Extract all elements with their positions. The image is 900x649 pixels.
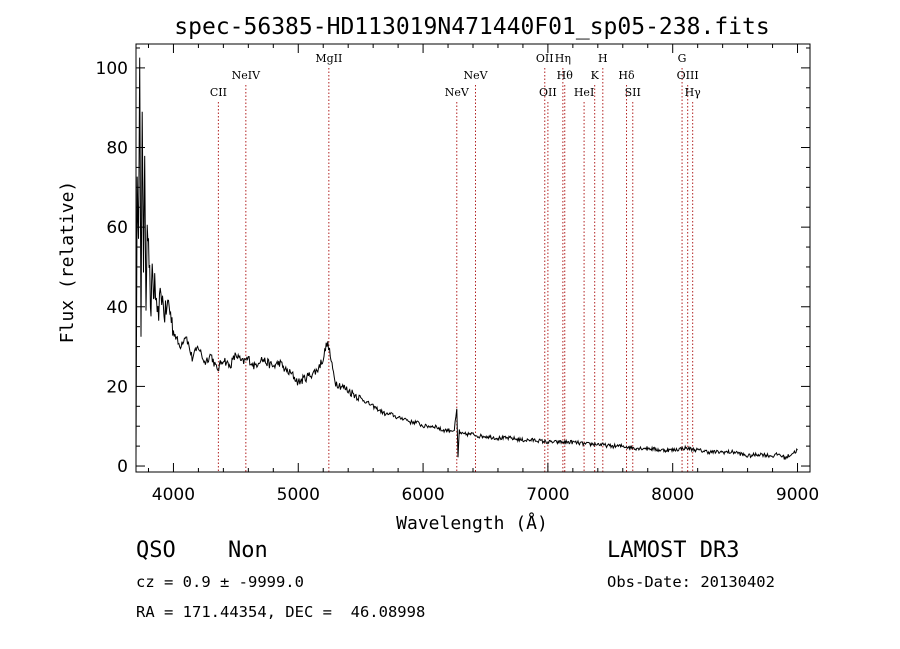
line-label: NeV [463,69,488,82]
cz-value: cz = 0.9 ± -9999.0 [136,573,304,591]
y-tick-label: 100 [96,59,128,79]
line-label: Hη [555,52,571,65]
line-label: OIII [677,69,699,82]
emission-lines-layer: CIINeIVMgIINeVNeVOIIOIIHηHθHeIKHHδSIIGOI… [210,52,701,472]
line-label: K [591,69,600,82]
line-label: Hθ [557,69,574,82]
line-label: OII [536,52,554,65]
y-tick-label: 80 [106,139,128,159]
x-tick-label: 5000 [277,485,320,505]
x-axis-label: Wavelength (Å) [396,512,548,534]
series-line-flux [135,57,798,461]
y-tick-label: 0 [117,457,128,477]
survey-name: LAMOST DR3 [607,538,740,563]
line-label: Hδ [618,69,635,82]
y-tick-label: 40 [106,298,128,318]
line-label: H [598,52,608,65]
series-layer [135,57,798,461]
y-axis-label: Flux (relative) [57,181,78,344]
object-subclass: Non [228,538,268,563]
line-label: G [678,52,687,65]
line-label: OII [539,86,557,99]
line-label: SII [625,86,641,99]
y-tick-label: 60 [106,218,128,238]
plot-frame [135,43,811,473]
line-label: CII [210,86,227,99]
line-label: NeV [445,86,470,99]
x-tick-label: 4000 [152,485,195,505]
line-label: NeIV [232,69,261,82]
ra-dec: RA = 171.44354, DEC = 46.08998 [136,603,426,621]
obs-date: Obs-Date: 20130402 [607,573,775,591]
x-tick-label: 7000 [526,485,569,505]
chart-title: spec-56385-HD113019N471440F01_sp05-238.f… [174,14,769,40]
y-tick-label: 20 [106,377,128,397]
line-label: Hγ [685,86,702,99]
line-label: HeI [574,86,594,99]
x-tick-label: 6000 [401,485,444,505]
x-tick-label: 8000 [651,485,694,505]
line-label: MgII [315,52,342,65]
x-tick-label: 9000 [776,485,819,505]
object-class: QSO [136,538,176,563]
axes-layer: 4000 5000 6000 7000 8000 9000 0 20 40 60 80 100 [96,44,819,505]
